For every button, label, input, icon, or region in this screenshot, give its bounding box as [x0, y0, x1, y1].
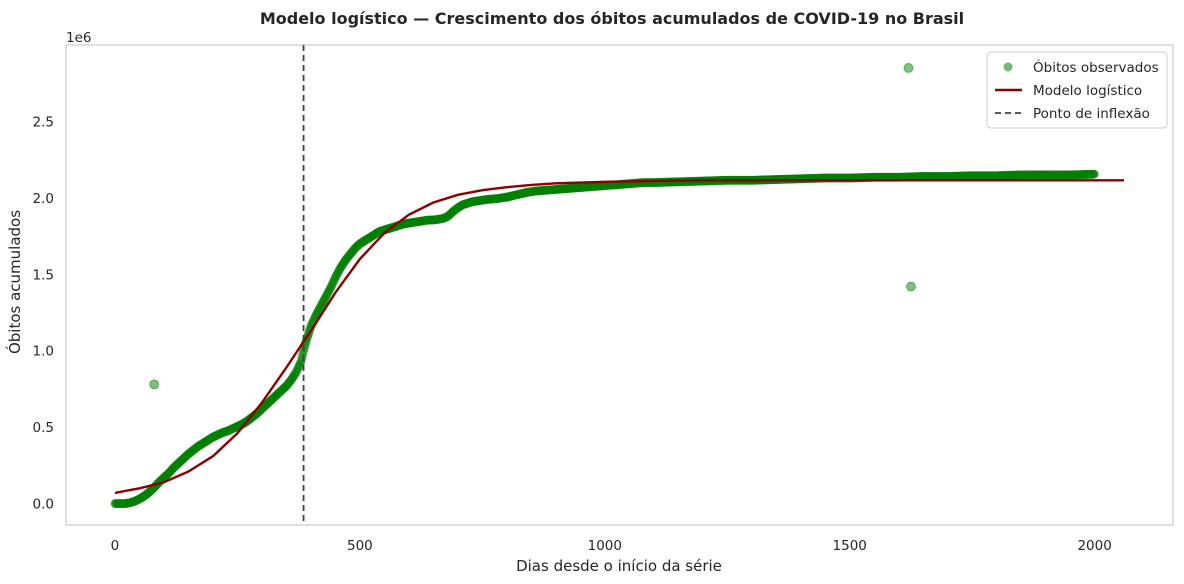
y-tick-label: 1.5 [33, 267, 54, 283]
scatter-series [110, 63, 1099, 509]
legend: Óbitos observados Modelo logístico Ponto d… [986, 51, 1168, 129]
x-tick-label: 0 [111, 538, 120, 554]
plot-frame [65, 44, 1174, 526]
plot-area: 0 500 1000 1500 2000 0.0 0.5 1.0 1.5 2.0 2.5 Óbitos… [33, 44, 1174, 554]
y-tick-label: 0.0 [33, 497, 54, 513]
y-tick-label: 1.0 [33, 344, 54, 360]
x-axis-label: Dias desde o início da série [516, 557, 722, 575]
y-axis-label: Óbitos acumulados [5, 210, 24, 354]
legend-marker-observed [1003, 62, 1013, 72]
x-tick-label: 1000 [588, 538, 622, 554]
y-tick-label: 0.5 [33, 420, 54, 436]
observed-outlier-point [903, 63, 914, 73]
y-offset-label: 1e6 [66, 30, 91, 46]
observed-outlier-point [149, 379, 160, 390]
y-tick-label: 2.0 [33, 191, 54, 207]
x-tick-label: 500 [347, 538, 373, 554]
plot-inner [110, 45, 1124, 525]
legend-label-inflection: Ponto de inflexão [1033, 106, 1150, 122]
legend-label-model: Modelo logístico [1033, 83, 1142, 99]
observed-outlier-point [906, 281, 916, 292]
y-tick-label: 2.5 [33, 114, 54, 130]
x-tick-label: 2000 [1077, 538, 1111, 554]
x-tick-label: 1500 [833, 538, 867, 554]
legend-label-observed: Óbitos observados [1033, 58, 1159, 76]
observed-point [1090, 169, 1099, 179]
chart-title: Modelo logístico — Crescimento dos óbito… [260, 9, 964, 28]
logistic-model-line [114, 179, 1124, 495]
legend-box [986, 51, 1168, 129]
